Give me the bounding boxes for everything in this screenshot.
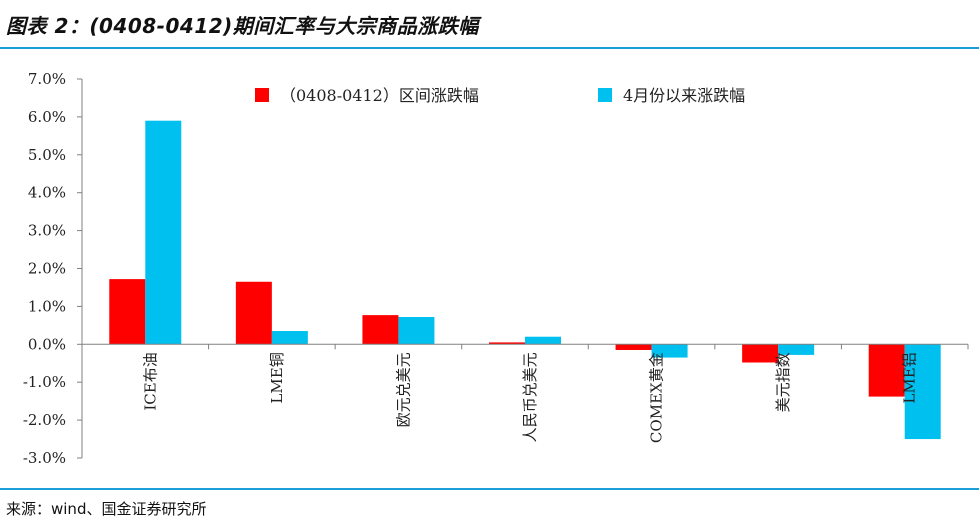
bar-period-2 xyxy=(362,315,398,344)
legend-swatch-1 xyxy=(598,88,612,102)
bar-month-1 xyxy=(272,331,308,344)
y-tick-label: 4.0% xyxy=(28,184,66,202)
x-category-label: ICE布油 xyxy=(141,352,159,410)
legend-label-1: 4月份以来涨跌幅 xyxy=(623,86,745,105)
legend-label-0: （0408-0412）区间涨跌幅 xyxy=(280,86,479,105)
x-category-label: LME铜 xyxy=(268,352,286,403)
x-category-label: 美元指数 xyxy=(774,352,792,412)
y-tick-label: -2.0% xyxy=(23,411,66,429)
bar-month-0 xyxy=(145,121,181,345)
bar-period-5 xyxy=(742,344,778,362)
bar-period-4 xyxy=(616,344,652,350)
bar-month-3 xyxy=(525,337,561,345)
bar-month-2 xyxy=(398,317,434,344)
y-tick-label: 5.0% xyxy=(28,146,66,164)
y-tick-label: -1.0% xyxy=(23,373,66,391)
y-tick-label: -3.0% xyxy=(23,449,66,467)
y-tick-label: 0.0% xyxy=(28,335,66,353)
y-tick-label: 3.0% xyxy=(28,222,66,240)
bar-chart: 7.0% 6.0% 5.0% 4.0% 3.0% 2.0% 1.0% 0.0% -1.0% -2.… xyxy=(0,0,979,526)
y-tick-label: 1.0% xyxy=(28,297,66,315)
bar-period-1 xyxy=(236,282,272,345)
y-tick-label: 7.0% xyxy=(28,70,66,88)
x-category-label: LME铝 xyxy=(901,352,919,403)
bar-period-0 xyxy=(109,279,145,344)
bar-period-6 xyxy=(869,344,905,396)
y-tick-label: 2.0% xyxy=(28,260,66,278)
y-tick-label: 6.0% xyxy=(28,108,66,126)
source-note: 来源：wind、国金证券研究所 xyxy=(6,498,206,519)
bottom-rule xyxy=(0,488,979,490)
x-category-label: COMEX黄金 xyxy=(648,352,666,443)
legend-swatch-0 xyxy=(255,88,269,102)
x-category-label: 人民币兑美元 xyxy=(521,352,539,442)
x-category-label: 欧元兑美元 xyxy=(394,352,412,427)
